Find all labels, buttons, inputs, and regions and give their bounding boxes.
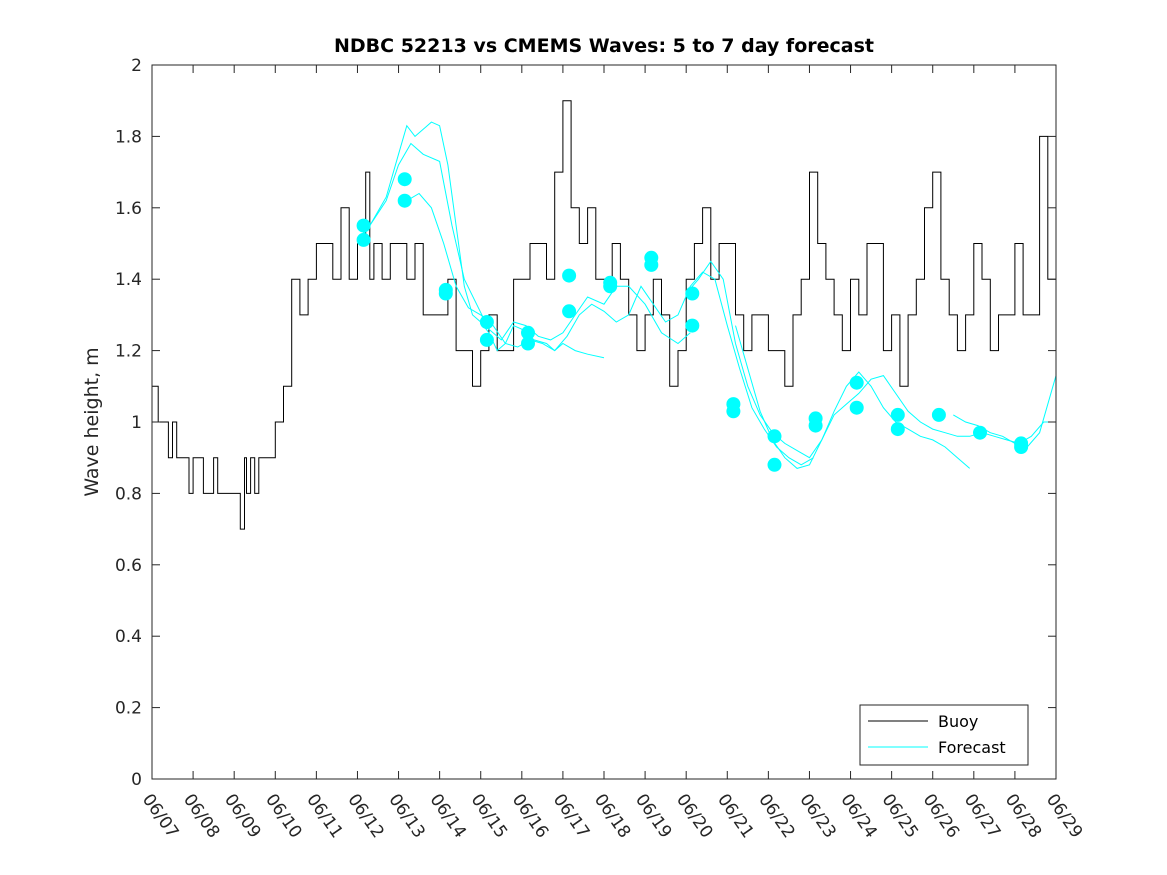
forecast-marker <box>685 318 700 333</box>
forecast-marker <box>726 404 741 419</box>
x-tick-label: 06/07 <box>138 790 182 842</box>
forecast-marker <box>644 257 659 272</box>
chart-title: NDBC 52213 vs CMEMS Waves: 5 to 7 day fo… <box>334 35 874 57</box>
y-tick-label: 0 <box>131 770 142 790</box>
x-tick-label: 06/21 <box>713 790 757 842</box>
y-tick-label: 0.8 <box>115 484 142 504</box>
x-tick-label: 06/26 <box>919 790 963 842</box>
forecast-marker <box>479 332 494 347</box>
x-tick-label: 06/19 <box>631 790 675 842</box>
y-tick-label: 1.4 <box>115 270 142 290</box>
y-tick-label: 1 <box>131 413 142 433</box>
marker-layer <box>356 172 1029 472</box>
forecast-marker <box>356 232 371 247</box>
x-tick-label: 06/24 <box>836 790 880 842</box>
x-tick-label: 06/12 <box>343 790 387 842</box>
y-tick-label: 1.6 <box>115 199 142 219</box>
x-tick-label: 06/15 <box>467 790 511 842</box>
forecast-marker <box>603 279 618 294</box>
y-tick-label: 1.2 <box>115 342 142 362</box>
x-tick-label: 06/20 <box>672 790 716 842</box>
x-tick-label: 06/27 <box>960 790 1004 842</box>
x-tick-label: 06/23 <box>795 790 839 842</box>
forecast-marker <box>890 422 905 437</box>
forecast-series-line <box>406 192 814 466</box>
forecast-marker <box>356 218 371 233</box>
x-tick-label: 06/16 <box>508 790 552 842</box>
forecast-marker <box>973 425 987 440</box>
buoy-series-line <box>152 100 1057 530</box>
forecast-marker <box>521 336 535 351</box>
x-tick-label: 06/29 <box>1042 790 1086 842</box>
legend-box <box>859 704 1029 766</box>
forecast-series-line <box>357 142 691 345</box>
x-tick-label: 06/14 <box>426 790 470 842</box>
y-axis-label: Wave height, m <box>81 347 103 496</box>
plot-area <box>152 65 1056 779</box>
forecast-series-line <box>685 260 1056 459</box>
y-tick-label: 2 <box>131 56 142 76</box>
x-tick-label: 06/25 <box>878 790 922 842</box>
forecast-marker <box>562 268 577 283</box>
x-tick-label: 06/13 <box>384 790 428 842</box>
x-tick-label: 06/22 <box>754 790 798 842</box>
forecast-marker <box>931 407 946 422</box>
x-tick-label: 06/18 <box>590 790 634 842</box>
forecast-marker <box>1014 440 1029 454</box>
x-tick-label: 06/08 <box>179 790 223 842</box>
y-tick-label: 0.6 <box>115 556 142 576</box>
x-tick-label: 06/17 <box>549 790 593 842</box>
y-tick-label: 1.8 <box>115 127 142 147</box>
x-tick-label: 06/10 <box>261 790 305 842</box>
x-tick-label: 06/28 <box>1001 790 1045 842</box>
forecast-marker <box>849 375 864 390</box>
forecast-marker <box>890 407 905 422</box>
x-tick-label: 06/11 <box>302 790 346 842</box>
forecast-marker <box>562 304 577 319</box>
forecast-marker <box>808 418 823 433</box>
legend-forecast-label: Forecast <box>938 738 1006 757</box>
forecast-marker <box>685 286 700 301</box>
y-tick-label: 0.2 <box>115 699 142 719</box>
y-tick-label: 0.4 <box>115 627 142 647</box>
forecast-marker <box>438 286 453 301</box>
legend-buoy-label: Buoy <box>938 712 978 731</box>
forecast-marker <box>521 325 535 340</box>
forecast-marker <box>849 400 864 415</box>
forecast-marker <box>479 315 494 329</box>
y-axis-ticks: 0 0.2 0.4 0.6 0.8 1 1.2 1.4 1.6 1.8 2 <box>115 56 1056 790</box>
forecast-marker <box>397 193 412 208</box>
legend: Buoy Forecast <box>859 704 1029 766</box>
forecast-series-line <box>953 375 1057 448</box>
forecast-marker <box>767 457 782 472</box>
x-tick-label: 06/09 <box>220 790 264 842</box>
forecast-marker <box>397 172 412 187</box>
forecast-marker <box>767 429 782 444</box>
